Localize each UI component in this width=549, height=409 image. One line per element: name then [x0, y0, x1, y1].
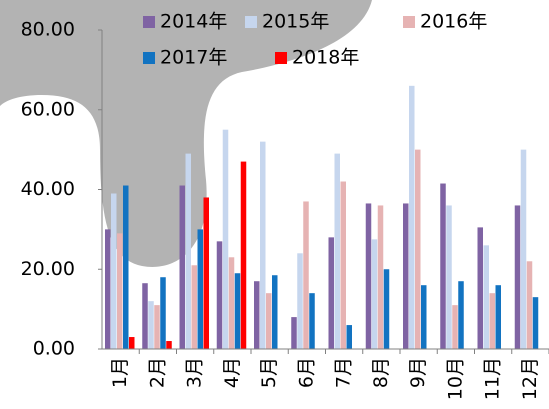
bar: [203, 197, 209, 349]
bar: [179, 185, 185, 349]
bar: [452, 305, 458, 349]
bar: [303, 201, 309, 349]
bar: [489, 293, 495, 349]
bar: [228, 257, 235, 349]
x-tick-label: 10月: [444, 357, 466, 400]
y-tick-label: 20.00: [21, 258, 75, 280]
legend-label: 2014年: [160, 11, 227, 33]
y-tick-label: 80.00: [21, 19, 75, 41]
bar: [166, 341, 172, 349]
bar: [123, 185, 129, 349]
x-tick-label: 8月: [370, 357, 392, 388]
x-tick-label: 9月: [407, 357, 429, 388]
bar: [334, 153, 340, 349]
bar: [254, 281, 260, 349]
x-tick-label: 1月: [109, 357, 131, 388]
y-tick-label: 40.00: [21, 178, 75, 200]
x-tick-label: 6月: [295, 357, 317, 388]
bar: [240, 161, 247, 349]
bar: [185, 153, 191, 349]
y-tick-label: 60.00: [21, 98, 75, 120]
bar: [234, 273, 241, 349]
bar: [129, 337, 135, 349]
bar: [216, 241, 223, 349]
bar: [340, 181, 346, 349]
bar: [105, 229, 111, 349]
bar: [526, 261, 533, 349]
y-tick-label: 0.00: [33, 338, 75, 360]
bar: [458, 281, 464, 349]
bar: [260, 141, 266, 349]
x-tick-label: 7月: [333, 357, 355, 388]
x-tick-label: 4月: [221, 357, 243, 388]
bar: [403, 203, 409, 349]
bar: [365, 203, 372, 349]
bar: [222, 129, 229, 349]
bar: [148, 301, 154, 349]
x-tick-label: 3月: [184, 357, 206, 388]
bar: [191, 265, 197, 349]
x-tick-label: 2月: [146, 357, 168, 388]
bar: [409, 85, 415, 349]
legend-swatch: [143, 52, 155, 64]
bar: [291, 317, 297, 349]
bar: [383, 269, 390, 349]
bar: [440, 183, 446, 349]
legend-swatch: [245, 16, 257, 28]
bar: [532, 297, 539, 349]
bar: [446, 205, 452, 349]
x-tick-label: 12月: [519, 357, 541, 400]
bar: [160, 277, 166, 349]
bar: [309, 293, 315, 349]
bar: [495, 285, 501, 349]
bar: [477, 227, 483, 349]
bar: [346, 325, 352, 349]
legend-swatch: [403, 16, 415, 28]
bar: [272, 275, 278, 349]
bar: [421, 285, 427, 349]
bar: [154, 305, 160, 349]
legend-swatch: [275, 52, 287, 64]
bar: [117, 233, 123, 349]
bar: [377, 205, 384, 349]
legend-label: 2018年: [292, 47, 359, 69]
bar: [142, 283, 148, 349]
bar: [111, 193, 117, 349]
bar: [415, 149, 421, 349]
legend-label: 2016年: [420, 11, 487, 33]
bar: [297, 253, 303, 349]
bar: [520, 149, 527, 349]
bar: [328, 237, 334, 349]
legend-label: 2015年: [262, 11, 329, 33]
bar: [514, 205, 521, 349]
legend-label: 2017年: [160, 47, 227, 69]
legend-swatch: [143, 16, 155, 28]
x-tick-label: 11月: [482, 357, 504, 400]
bar: [371, 239, 378, 349]
bar: [266, 293, 272, 349]
x-tick-label: 5月: [258, 357, 280, 388]
bar: [197, 229, 203, 349]
bar: [483, 245, 489, 349]
background-watermark: [0, 0, 372, 267]
